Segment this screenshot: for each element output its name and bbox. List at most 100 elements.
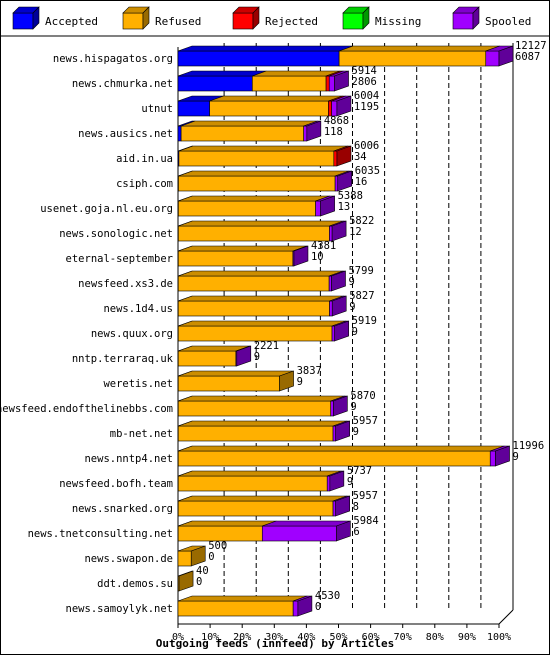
category-label: aid.in.ua (116, 153, 173, 165)
bar-refused-top (210, 96, 343, 101)
legend-label-refused: Refused (155, 15, 201, 28)
bar-refused-front (178, 376, 279, 391)
legend-swatch-spooled (453, 13, 473, 29)
accepted-label: 0 (315, 601, 321, 613)
bar-spooled-front (332, 326, 335, 341)
bar-csiph.com (178, 171, 352, 191)
bar-refused-top (178, 221, 343, 226)
accepted-label: 1195 (354, 101, 379, 113)
bar-refused-top (178, 321, 346, 326)
bar-refused-front (178, 501, 333, 516)
legend-swatch-rejected (233, 13, 253, 29)
bar-refused-front (178, 251, 293, 266)
bar-spooled-front (490, 451, 495, 466)
bar-spooled-front (329, 276, 331, 291)
accepted-label: 34 (354, 151, 367, 163)
bar-refused-top (178, 446, 504, 451)
bar-refused-top (178, 471, 341, 476)
bar-refused-front (178, 176, 335, 191)
bar-spooled-front (293, 601, 298, 616)
bar-refused-top (179, 146, 348, 151)
bar-refused-top (178, 596, 307, 601)
accepted-label: 6 (353, 526, 359, 538)
category-label: news.snarked.org (72, 503, 173, 515)
bar-refused-front (178, 326, 332, 341)
bar-refused-front (178, 276, 329, 291)
bar-refused-top (252, 71, 340, 76)
accepted-label: 2806 (352, 76, 377, 88)
bar-news.ausics.net (178, 121, 321, 141)
bar-news.samoylyk.net (178, 596, 312, 616)
bar-accepted-top (178, 46, 353, 51)
category-label: news.ausics.net (78, 128, 173, 140)
category-label: news.sonologic.net (59, 228, 173, 240)
bar-usenet.goja.nl.eu.org (178, 196, 335, 216)
bar-news.hispagatos.org (178, 46, 513, 66)
bar-refused-front (252, 76, 326, 91)
bar-news.quux.org (178, 321, 349, 341)
category-label: weretis.net (103, 378, 173, 390)
x-tick-label: 100% (487, 632, 511, 643)
accepted-label: 0 (196, 576, 202, 588)
accepted-label: 9 (348, 276, 354, 288)
plot-corner-edge (499, 610, 513, 624)
y-axis-labels: news.hispagatos.org news.chmurka.net utnut… (1, 53, 174, 615)
bar-refused-front (178, 476, 327, 491)
bar-refused-front (178, 551, 191, 566)
x-tick-label: 80% (426, 632, 444, 643)
bar-refused-top (178, 296, 343, 301)
accepted-label: 9 (513, 451, 519, 463)
category-label: utnut (141, 103, 173, 115)
category-label: news.hispagatos.org (53, 53, 173, 65)
x-axis-title: Outgoing feeds (innfeed) by Articles (156, 637, 394, 650)
bar-spooled-front (327, 476, 330, 491)
category-label: csiph.com (116, 178, 173, 190)
bar-news.tnetconsulting.net (178, 521, 350, 541)
bar-accepted-front (178, 126, 181, 141)
bar-refused-front (178, 351, 236, 366)
bar-refused-top (339, 46, 500, 51)
category-label: ddt.demos.su (97, 578, 173, 590)
category-label: newsfeed.bofh.team (59, 478, 173, 490)
bar-mb-net.net (178, 421, 350, 441)
accepted-label: 9 (352, 326, 358, 338)
bar-eternal-september (178, 246, 308, 266)
bar-spooled-front (333, 501, 336, 516)
bar-refused-top (178, 371, 293, 376)
bar-accepted-top (178, 71, 266, 76)
bar-spooled-front (331, 401, 334, 416)
accepted-label: 9 (254, 351, 260, 363)
bar-spooled-front (486, 51, 499, 66)
bar-refused-front (210, 101, 329, 116)
category-label: news.chmurka.net (72, 78, 173, 90)
bar-accepted-front (178, 101, 210, 116)
bar-refused-top (178, 421, 347, 426)
bar-refused-top (178, 396, 344, 401)
bar-refused-front (181, 126, 304, 141)
accepted-label: 12 (349, 226, 362, 238)
accepted-label: 10 (311, 251, 324, 263)
bar-refused-top (178, 496, 347, 501)
bar-accepted-front (178, 76, 252, 91)
bar-ddt.demos.su (178, 571, 193, 591)
bar-refused-front (179, 151, 334, 166)
accepted-label: 9 (353, 426, 359, 438)
bar-refused-top (181, 121, 318, 126)
bar-refused-front (178, 226, 329, 241)
bar-refused-front (178, 526, 262, 541)
legend-label-missing: Missing (375, 15, 421, 28)
category-label: news.samoylyk.net (66, 603, 173, 615)
bar-weretis.net (178, 371, 294, 391)
category-label: news.swapon.de (84, 553, 173, 565)
bar-spooled-front (335, 176, 338, 191)
bar-refused-front (178, 301, 329, 316)
bar-refused-top (178, 196, 329, 201)
bar-rejected-front (328, 101, 331, 116)
legend-swatch-refused (123, 13, 143, 29)
bar-spooled-front (262, 526, 336, 541)
accepted-label: 9 (349, 301, 355, 313)
legend-swatch-accepted (13, 13, 33, 29)
bar-refused-front (339, 51, 486, 66)
